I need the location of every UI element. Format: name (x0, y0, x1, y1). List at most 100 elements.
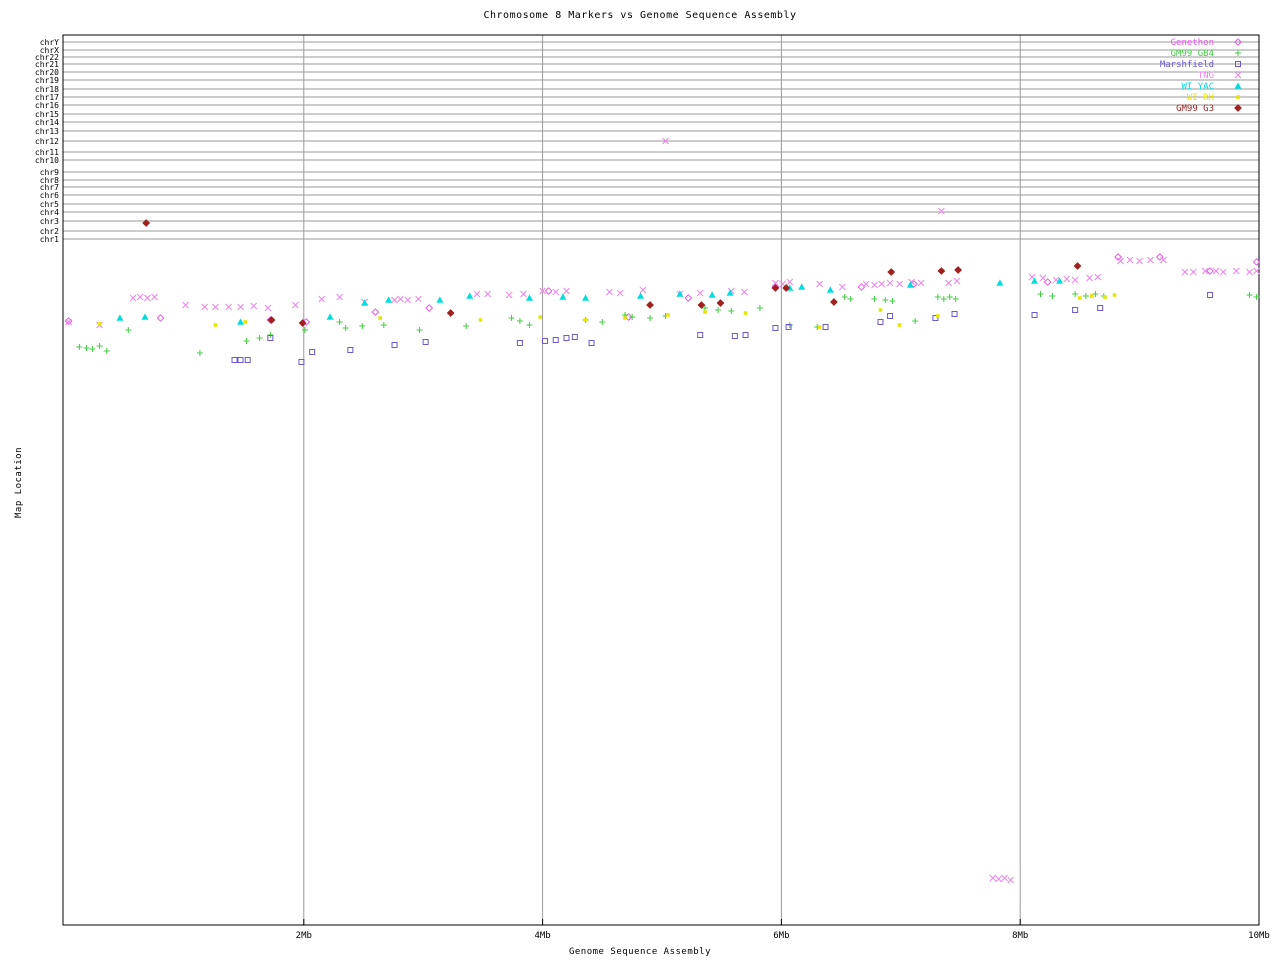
tng-point (938, 207, 945, 215)
wi-rh-point (1112, 293, 1117, 297)
marshfield-point (772, 325, 779, 331)
genethon-point (1155, 253, 1164, 261)
gm99-g3-point (446, 309, 455, 317)
y-tick-label: chr1 (40, 235, 59, 244)
x-tick-label: 6Mb (773, 931, 789, 941)
marshfield-point (588, 340, 595, 346)
tng-point (878, 280, 886, 288)
gm99-gb4-point (1072, 291, 1079, 297)
marshfield-point (932, 315, 939, 321)
tng-point (212, 303, 219, 311)
tng-point (1117, 257, 1124, 265)
legend-marker-genethon (1234, 38, 1242, 46)
tng-point (397, 295, 404, 303)
tng-point (1146, 256, 1154, 264)
marshfield-point (1031, 312, 1038, 318)
gm99-g3-point (1073, 262, 1082, 270)
marshfield-point (1097, 305, 1104, 311)
y-tick-label: chr6 (40, 191, 59, 200)
y-tick-label: chr5 (40, 200, 59, 209)
tng-point (606, 288, 613, 296)
wi-rh-point (1090, 294, 1094, 298)
gm99-gb4-point (629, 314, 636, 320)
wi-rh-point (378, 316, 383, 320)
tng-point (662, 137, 669, 145)
tng-point (65, 318, 72, 326)
gm99-gb4-point (508, 315, 515, 321)
legend-marker-tng (1234, 71, 1242, 79)
gm99-gb4-point (946, 294, 953, 300)
tng-point (1001, 874, 1009, 882)
y-tick-label: chr20 (35, 68, 59, 77)
tng-point (816, 280, 823, 288)
tng-point (786, 278, 794, 286)
tng-point (838, 283, 846, 291)
y-tick-label: chr17 (35, 93, 59, 102)
y-tick-label: chr12 (35, 137, 59, 146)
wi-yac-point (326, 313, 334, 320)
tng-point (1039, 274, 1047, 282)
legend-marker-gm99-gb4 (1235, 50, 1241, 56)
wi-yac-point (116, 314, 124, 321)
tng-point (696, 289, 704, 297)
tng-point (201, 303, 209, 311)
marshfield-point (298, 359, 305, 365)
tng-point (917, 279, 925, 287)
genethon-point (425, 304, 434, 312)
wi-rh-point (878, 308, 883, 312)
gm99-gb4-point (526, 322, 533, 328)
tng-point (391, 296, 398, 304)
marshfield-point (563, 335, 570, 341)
gm99-gb4-point (256, 335, 263, 341)
tng-point (250, 302, 258, 310)
marshfield-point (785, 324, 792, 330)
tng-point (896, 280, 903, 288)
wi-rh-point (583, 318, 588, 322)
wi-yac-point (385, 296, 393, 303)
marshfield-point (731, 333, 738, 339)
gm99-gb4-point (889, 298, 896, 304)
wi-yac-point (559, 293, 567, 300)
gm99-gb4-point (912, 318, 919, 324)
marshfield-point (391, 342, 398, 348)
tng-point (473, 290, 481, 298)
gm99-gb4-point (841, 294, 848, 300)
wi-rh-point (623, 316, 627, 320)
gm99-gb4-point (125, 327, 132, 333)
legend-marker-wi-yac (1234, 82, 1242, 89)
gm99-gb4-point (96, 343, 103, 349)
y-tick-label: chrY (40, 38, 59, 47)
marshfield-point (237, 357, 244, 363)
gm99-g3-point (142, 219, 151, 227)
wi-yac-point (582, 294, 590, 301)
gm99-gb4-point (940, 296, 947, 302)
wi-yac-point (525, 294, 533, 301)
wi-yac-point (676, 290, 684, 297)
x-tick-label: 2Mb (296, 931, 312, 941)
genethon-point (544, 287, 553, 295)
wi-rh-point (538, 315, 543, 319)
gm99-g3-point (267, 316, 276, 324)
gm99-gb4-point (728, 308, 735, 314)
gm99-g3-point (830, 298, 838, 306)
wi-yac-point (141, 313, 149, 320)
y-tick-label: chr22 (35, 53, 59, 62)
marshfield-point (877, 319, 884, 325)
tng-point (129, 294, 137, 302)
tng-point (1232, 267, 1240, 275)
wi-rh-point (1103, 295, 1107, 299)
gm99-g3-point (298, 319, 307, 327)
wi-rh-point (703, 310, 707, 314)
gm99-gb4-point (83, 345, 90, 351)
y-tick-label: chr4 (40, 208, 59, 217)
genethon-point (1114, 253, 1123, 261)
gm99-gb4-point (359, 323, 366, 329)
marshfield-point (244, 357, 251, 363)
gm99-gb4-point (847, 296, 854, 302)
tng-point (1189, 268, 1197, 276)
gm99-gb4-point (89, 346, 96, 352)
gm99-g3-point (716, 299, 725, 307)
marshfield-point (951, 311, 958, 317)
marshfield-point (742, 332, 749, 338)
x-tick-label: 10Mb (1248, 931, 1270, 941)
